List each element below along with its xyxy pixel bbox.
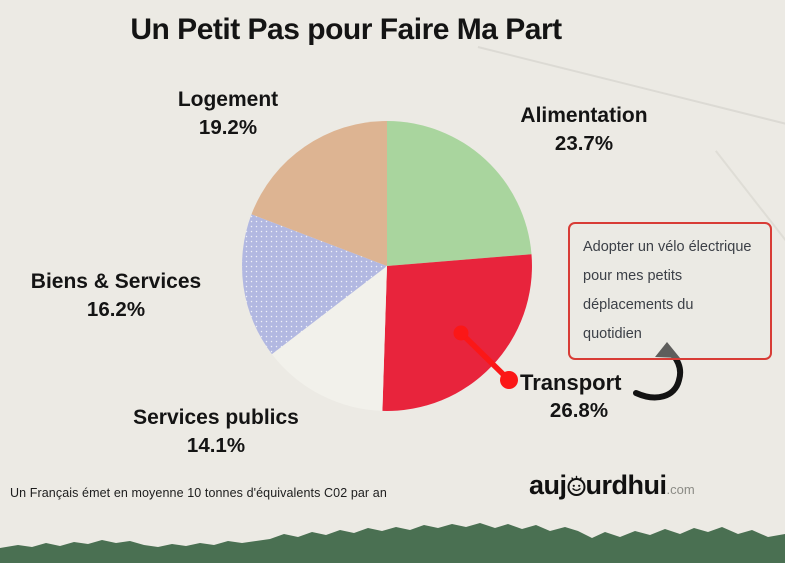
label-biens-services-pct: 16.2% xyxy=(86,298,146,321)
label-logement-name: Logement xyxy=(177,88,279,111)
label-biens-services-name: Biens & Services xyxy=(30,270,202,293)
label-transport-pct: 26.8% xyxy=(549,399,609,422)
label-alimentation: Alimentation 23.7% xyxy=(484,102,684,158)
transport-callout-connector xyxy=(453,325,518,389)
logo-suffix: .com xyxy=(666,482,695,497)
pie-slice-biens-services xyxy=(242,214,387,355)
connector-dot-inner xyxy=(453,325,469,341)
label-transport: Transport 26.8% xyxy=(520,369,638,425)
label-services-publics-pct: 14.1% xyxy=(186,434,246,457)
pie-slice-alimentation xyxy=(387,121,532,266)
logo-text-right: urdhui xyxy=(585,470,667,500)
callout-line: déplacements du xyxy=(583,297,694,313)
label-logement-pct: 19.2% xyxy=(198,116,258,139)
smiley-face-icon xyxy=(566,474,587,502)
callout-line: pour mes petits xyxy=(583,268,683,284)
label-biens-services: Biens & Services 16.2% xyxy=(16,268,216,324)
callout-line: Adopter un vélo électrique xyxy=(583,239,752,255)
label-logement: Logement 19.2% xyxy=(128,86,328,142)
callout-line: quotidien xyxy=(583,326,642,342)
logo-text-left: auj xyxy=(529,470,567,500)
pie-slices-group xyxy=(242,121,532,411)
curved-arrow-icon xyxy=(633,342,684,401)
connector-dot-outer xyxy=(500,371,518,389)
tip-callout-box: Adopter un vélo électrique pour mes peti… xyxy=(568,222,772,360)
aujourdhui-logo: auj urdhui.com xyxy=(529,470,695,502)
label-services-publics-name: Services publics xyxy=(133,406,299,429)
pie-slice-logement xyxy=(251,121,387,266)
label-alimentation-name: Alimentation xyxy=(520,104,648,127)
footnote: Un Français émet en moyenne 10 tonnes d'… xyxy=(10,486,387,500)
pie-slice-services-publics xyxy=(271,266,387,411)
label-alimentation-pct: 23.7% xyxy=(554,132,614,155)
label-services-publics: Services publics 14.1% xyxy=(116,404,316,460)
page-title: Un Petit Pas pour Faire Ma Part xyxy=(130,13,562,46)
label-transport-name: Transport xyxy=(520,370,622,395)
